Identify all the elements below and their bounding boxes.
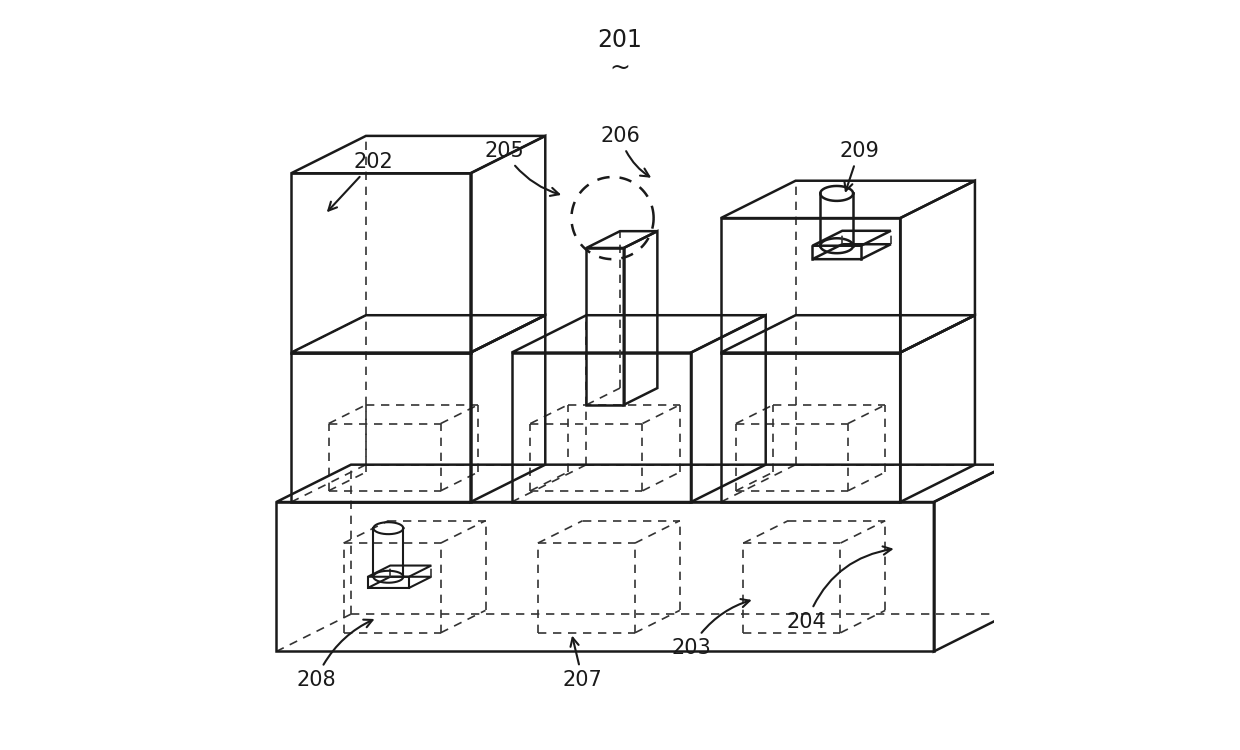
- Text: 202: 202: [329, 152, 393, 211]
- Text: 203: 203: [671, 599, 750, 658]
- Text: 209: 209: [839, 141, 879, 190]
- Text: 201: 201: [598, 28, 642, 52]
- Text: 204: 204: [787, 547, 892, 632]
- Text: ~: ~: [610, 56, 630, 80]
- Text: 207: 207: [563, 638, 603, 690]
- Text: 208: 208: [296, 620, 372, 690]
- Text: 205: 205: [485, 141, 559, 196]
- Text: 206: 206: [600, 126, 650, 176]
